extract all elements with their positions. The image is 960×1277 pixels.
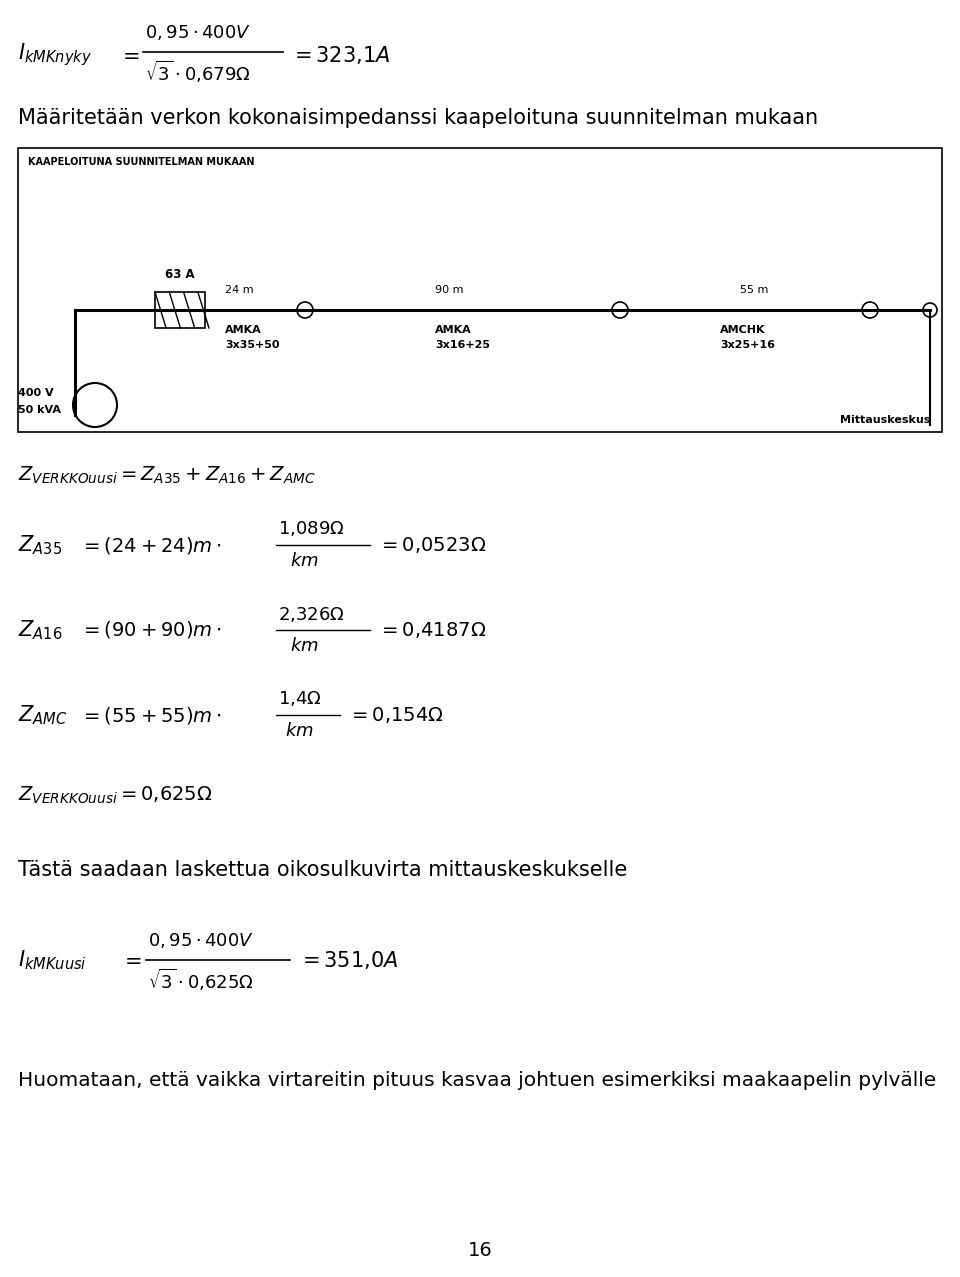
Text: $km$: $km$ bbox=[285, 722, 314, 739]
Text: AMCHK: AMCHK bbox=[720, 326, 765, 335]
Text: 3x35+50: 3x35+50 bbox=[225, 340, 279, 350]
Text: $0,95 \cdot 400V$: $0,95 \cdot 400V$ bbox=[145, 23, 251, 42]
Text: $Z_{A35}$: $Z_{A35}$ bbox=[18, 534, 62, 557]
Text: $Z_{AMC}$: $Z_{AMC}$ bbox=[18, 704, 67, 727]
Text: $= 0{,}0523\Omega$: $= 0{,}0523\Omega$ bbox=[378, 535, 487, 555]
Text: $=\left(24+24\right)m\cdot$: $=\left(24+24\right)m\cdot$ bbox=[80, 535, 222, 555]
Text: Määritetään verkon kokonaisimpedanssi kaapeloituna suunnitelman mukaan: Määritetään verkon kokonaisimpedanssi ka… bbox=[18, 109, 818, 128]
Text: $Z_{VERKKOuusi} = Z_{A35} + Z_{A16} + Z_{AMC}$: $Z_{VERKKOuusi} = Z_{A35} + Z_{A16} + Z_… bbox=[18, 465, 316, 485]
Text: 3x16+25: 3x16+25 bbox=[435, 340, 490, 350]
Text: $0,95 \cdot 400V$: $0,95 \cdot 400V$ bbox=[148, 931, 254, 950]
Text: $= 0{,}4187\Omega$: $= 0{,}4187\Omega$ bbox=[378, 621, 487, 640]
Text: 63 A: 63 A bbox=[165, 268, 195, 281]
Text: 24 m: 24 m bbox=[225, 285, 253, 295]
Text: AMKA: AMKA bbox=[435, 326, 471, 335]
Text: Mittauskeskus: Mittauskeskus bbox=[840, 415, 930, 425]
FancyBboxPatch shape bbox=[18, 148, 942, 432]
Text: 90 m: 90 m bbox=[435, 285, 464, 295]
Text: 16: 16 bbox=[468, 1240, 492, 1259]
Text: $=\left(90+90\right)m\cdot$: $=\left(90+90\right)m\cdot$ bbox=[80, 619, 222, 641]
Text: $Z_{A16}$: $Z_{A16}$ bbox=[18, 618, 62, 642]
Text: 50 kVA: 50 kVA bbox=[18, 405, 61, 415]
Text: $2{,}326\Omega$: $2{,}326\Omega$ bbox=[278, 604, 345, 623]
Text: 3x25+16: 3x25+16 bbox=[720, 340, 775, 350]
Text: $=$: $=$ bbox=[120, 950, 141, 971]
Text: $=$: $=$ bbox=[118, 45, 139, 65]
Text: $\sqrt{3} \cdot 0{,}625\Omega$: $\sqrt{3} \cdot 0{,}625\Omega$ bbox=[148, 967, 253, 994]
Text: Huomataan, että vaikka virtareitin pituus kasvaa johtuen esimerkiksi maakaapelin: Huomataan, että vaikka virtareitin pituu… bbox=[18, 1070, 936, 1089]
Text: $Z_{VERKKOuusi} = 0{,}625\Omega$: $Z_{VERKKOuusi} = 0{,}625\Omega$ bbox=[18, 784, 212, 806]
Text: 400 V: 400 V bbox=[18, 388, 54, 398]
Text: Tästä saadaan laskettua oikosulkuvirta mittauskeskukselle: Tästä saadaan laskettua oikosulkuvirta m… bbox=[18, 859, 627, 880]
Text: KAAPELOITUNA SUUNNITELMAN MUKAAN: KAAPELOITUNA SUUNNITELMAN MUKAAN bbox=[28, 157, 254, 167]
Text: $km$: $km$ bbox=[290, 552, 319, 570]
Text: AMKA: AMKA bbox=[225, 326, 262, 335]
Text: $I_{kMKnyky}$: $I_{kMKnyky}$ bbox=[18, 42, 92, 69]
Text: $=\left(55+55\right)m\cdot$: $=\left(55+55\right)m\cdot$ bbox=[80, 705, 222, 725]
Text: $I_{kMKuusi}$: $I_{kMKuusi}$ bbox=[18, 949, 87, 972]
Text: 55 m: 55 m bbox=[740, 285, 768, 295]
Text: $1{,}4\Omega$: $1{,}4\Omega$ bbox=[278, 690, 322, 709]
Text: $km$: $km$ bbox=[290, 637, 319, 655]
Text: $\sqrt{3} \cdot 0{,}679\Omega$: $\sqrt{3} \cdot 0{,}679\Omega$ bbox=[145, 59, 251, 86]
Text: $= 0{,}154\Omega$: $= 0{,}154\Omega$ bbox=[348, 705, 444, 725]
Text: $= 323{,}1A$: $= 323{,}1A$ bbox=[290, 43, 390, 66]
Text: $= 351{,}0A$: $= 351{,}0A$ bbox=[298, 949, 398, 971]
Text: $1{,}089\Omega$: $1{,}089\Omega$ bbox=[278, 520, 345, 539]
FancyBboxPatch shape bbox=[155, 292, 205, 328]
